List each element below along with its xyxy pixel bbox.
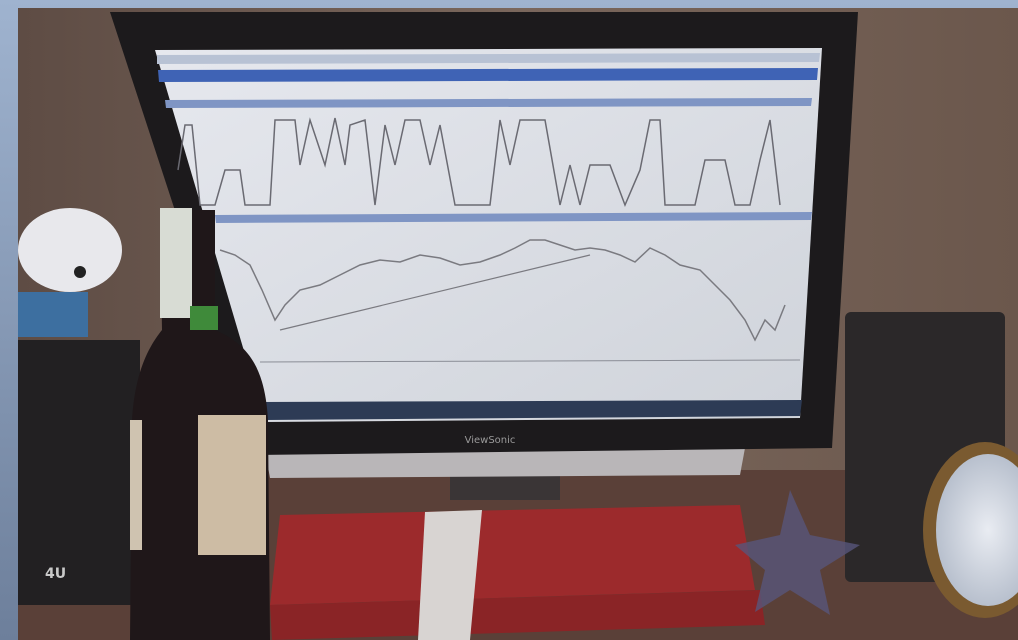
bottle-neck-band: [190, 306, 218, 330]
bottle-label-edge: [130, 420, 142, 550]
left-speaker: [18, 340, 140, 605]
monitor-brand: ViewSonic: [465, 435, 516, 446]
page: ViewSonic 4U (() => { const data = JSON.…: [0, 0, 1018, 640]
bear-nose: [74, 266, 86, 278]
title-bar: [158, 68, 818, 82]
bottle-capsule: [160, 208, 192, 318]
photo-scene: ViewSonic 4U: [0, 0, 1018, 640]
teddy-bear: [18, 208, 122, 292]
red-folder: [270, 505, 755, 605]
speaker-label: 4U: [45, 566, 66, 582]
cup: [18, 292, 88, 337]
bottle-label: [198, 415, 266, 555]
